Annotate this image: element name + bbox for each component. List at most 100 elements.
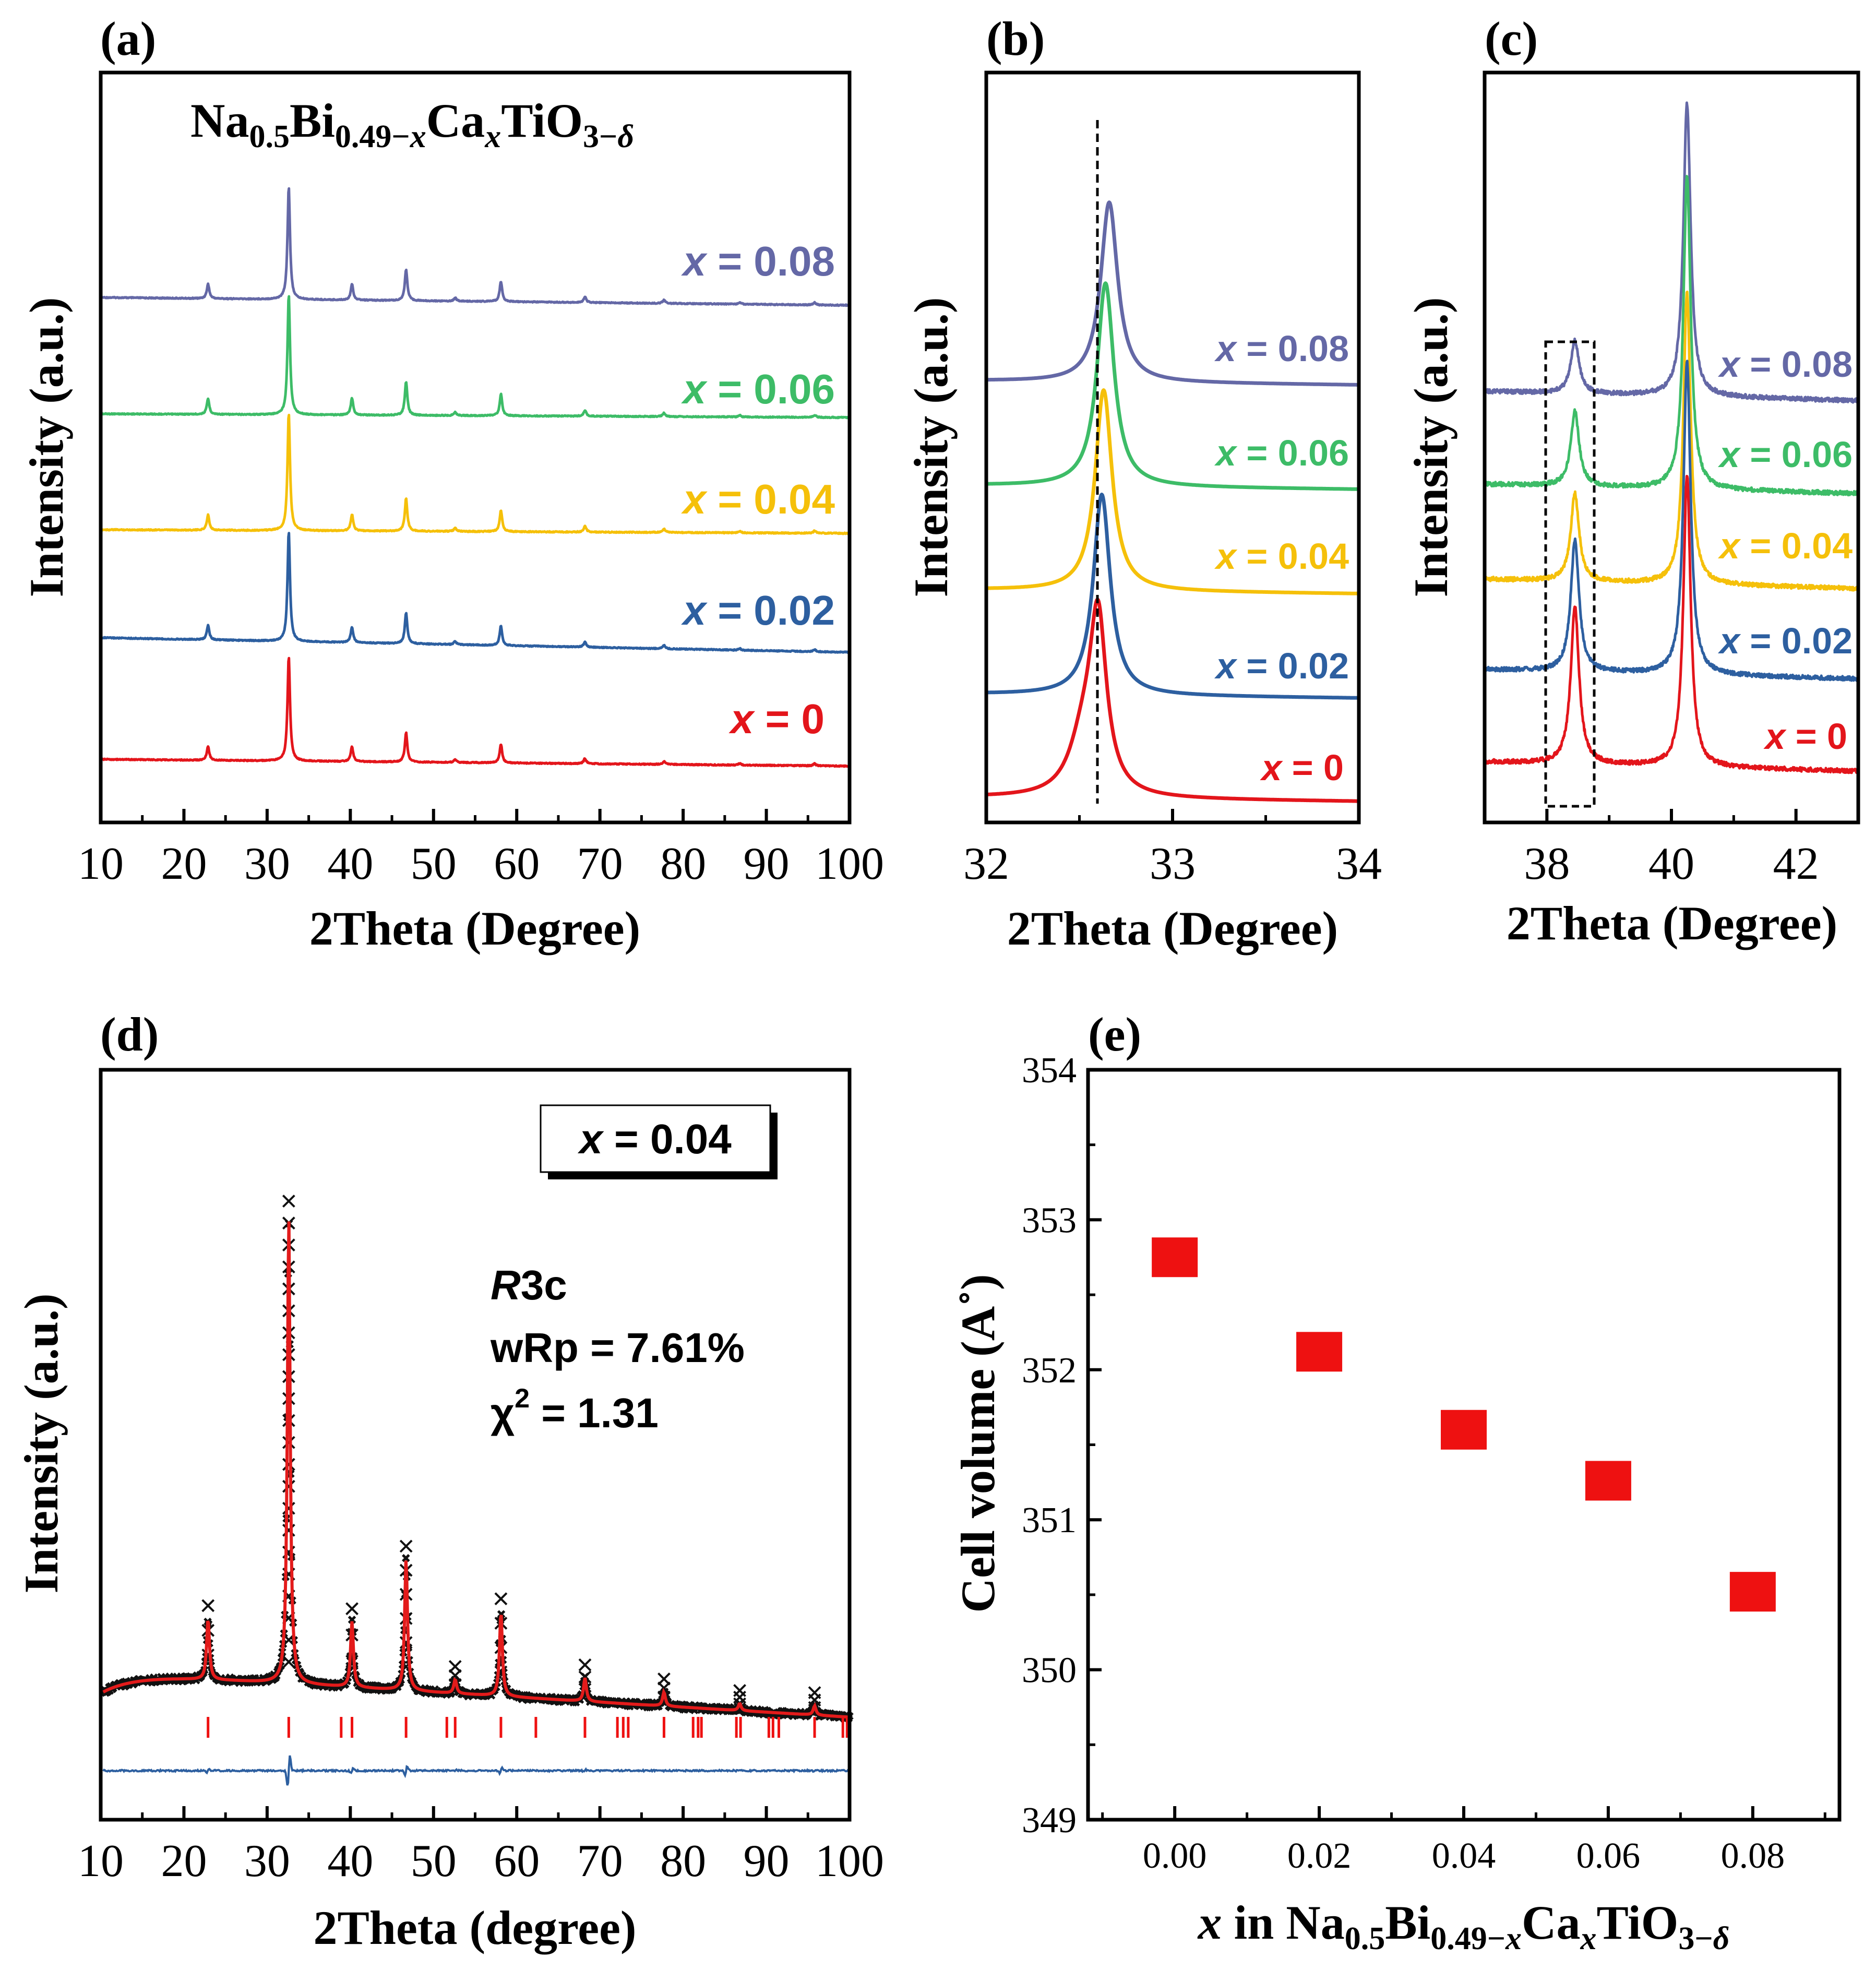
panel-c-ticks: 38 40 42 <box>1483 809 1860 889</box>
panel-c-label: (c) <box>1485 12 1538 65</box>
panel-d-curves <box>99 1195 854 1786</box>
wrp-label: wRp = 7.61% <box>490 1324 745 1371</box>
label-b-x008: x = 0.08 <box>1214 328 1349 369</box>
panel-a-xtick-label: 60 <box>494 839 540 889</box>
panel-d-annotations: R3c wRp = 7.61% χ2 = 1.31 <box>490 1262 745 1436</box>
label-a-x004: x = 0.04 <box>681 476 835 522</box>
panel-b-xtick-label: 33 <box>1150 839 1196 889</box>
label-c-x002: x = 0.02 <box>1717 620 1853 661</box>
panel-c-curves <box>1483 101 1860 774</box>
label-b-x006: x = 0.06 <box>1214 433 1349 473</box>
panel-a-curves <box>99 187 851 768</box>
panel-c-curve-x0 <box>1483 474 1860 774</box>
panel-c-legend: x = 0.08 x = 0.06 x = 0.04 x = 0.02 x = … <box>1717 344 1853 757</box>
panel-e-xtick-label: 0.04 <box>1432 1836 1496 1876</box>
panel-a-xtick-label: 80 <box>660 839 706 889</box>
panel-e-xtick-label: 0.02 <box>1287 1836 1352 1876</box>
panel-a-xtick-label: 50 <box>411 839 457 889</box>
panel-a-xtick-label: 100 <box>815 839 884 889</box>
panel-d-xtick-label: 80 <box>660 1836 706 1887</box>
panel-e: (e) 0.00 0.02 0.04 0.06 0.08 349 350 351 352 353 3… <box>951 1008 1842 1956</box>
label-b-x004: x = 0.04 <box>1214 536 1349 577</box>
cell-volume-point <box>1585 1461 1631 1501</box>
panel-a-xlabel: 2Theta (Degree) <box>309 902 640 955</box>
panel-c: (c) 38 40 42 Intensity (a.u.) 2Theta (Degr… <box>1404 12 1860 950</box>
panel-a-xtick-label: 90 <box>744 839 790 889</box>
panel-d-ylabel: Intensity (a.u.) <box>15 1293 68 1593</box>
panel-e-ticks: 0.00 0.02 0.04 0.06 0.08 349 350 351 352 353 354 <box>1022 1050 1826 1876</box>
label-a-x0: x = 0 <box>728 696 825 742</box>
cell-volume-point <box>1296 1332 1343 1372</box>
panel-a-curve-x008 <box>99 187 851 307</box>
panel-e-frame <box>1086 1068 1842 1822</box>
panel-b-curves <box>985 200 1360 803</box>
panel-a-curve-x002 <box>100 532 851 654</box>
panel-d-xtick-label: 30 <box>244 1836 290 1887</box>
panel-e-label: (e) <box>1088 1008 1141 1061</box>
panel-a-xtick-label: 70 <box>577 839 623 889</box>
panel-e-points <box>1152 1237 1776 1612</box>
panel-b-curve-x0 <box>985 598 1360 803</box>
legend-box <box>540 1104 771 1173</box>
panel-a-curve-x0 <box>100 656 851 768</box>
space-group-label: R3c <box>491 1262 567 1308</box>
panel-e-ytick-label: 351 <box>1022 1500 1077 1541</box>
panel-c-frame <box>1483 70 1860 825</box>
panel-e-ylabel: Cell volume (A˚) <box>951 1274 1005 1613</box>
panel-b-curve-x006 <box>985 281 1360 491</box>
panel-a: (a) Na0.5Bi0.49−xCaxTiO3−δ 10 20 30 40 50 60 7… <box>20 12 884 955</box>
panel-d-difference <box>102 1755 851 1786</box>
panel-c-xlabel: 2Theta (Degree) <box>1507 897 1837 950</box>
panel-c-xtick-label: 38 <box>1524 839 1570 889</box>
panel-b-legend: x = 0.08 x = 0.06 x = 0.04 x = 0.02 x = … <box>1214 328 1349 788</box>
panel-e-ytick-label: 349 <box>1022 1800 1077 1841</box>
panel-b-xtick-label: 34 <box>1336 839 1382 889</box>
panel-a-legend: x = 0.08 x = 0.06 x = 0.04 x = 0.02 x = … <box>681 238 835 742</box>
panel-c-highlight-box <box>1544 340 1596 808</box>
panel-a-xtick-label: 30 <box>244 839 290 889</box>
panel-d-xtick-label: 60 <box>494 1836 540 1887</box>
panel-d-observed <box>99 1219 854 1724</box>
panel-b-ticks: 32 33 34 <box>963 809 1382 889</box>
panel-a-curve-x006 <box>100 295 851 420</box>
panel-a-curve-x004 <box>100 413 851 535</box>
panel-c-xtick-label: 40 <box>1648 839 1694 889</box>
panel-b-xtick-label: 32 <box>963 839 1009 889</box>
label-a-x008: x = 0.08 <box>681 238 835 284</box>
panel-b-frame <box>984 70 1361 825</box>
panel-d-xtick-label: 40 <box>327 1836 373 1887</box>
panel-a-title: Na0.5Bi0.49−xCaxTiO3−δ <box>190 94 634 154</box>
panel-b-curve-x004 <box>985 388 1360 595</box>
panel-e-ytick-label: 350 <box>1022 1651 1077 1691</box>
label-c-x008: x = 0.08 <box>1717 344 1853 385</box>
panel-d-xlabel: 2Theta (degree) <box>313 1901 636 1954</box>
panel-d-frame <box>99 1068 852 1822</box>
label-b-x002: x = 0.02 <box>1214 646 1349 686</box>
panel-d-xtick-label: 70 <box>577 1836 623 1887</box>
panel-a-xtick-label: 40 <box>327 839 373 889</box>
panel-a-xtick-label: 20 <box>161 839 207 889</box>
panel-e-xtick-label: 0.08 <box>1721 1836 1785 1876</box>
label-a-x006: x = 0.06 <box>681 366 835 412</box>
panel-d-xtick-label: 10 <box>78 1836 124 1887</box>
panel-d-xtick-label: 90 <box>744 1836 790 1887</box>
label-c-x004: x = 0.04 <box>1717 526 1853 566</box>
panel-e-ytick-label: 354 <box>1022 1050 1077 1091</box>
panel-d-calculated <box>102 1221 850 1719</box>
panel-c-curve-x004 <box>1483 290 1859 592</box>
label-c-x006: x = 0.06 <box>1717 434 1853 475</box>
panel-a-xtick-label: 10 <box>78 839 124 889</box>
cell-volume-point <box>1152 1237 1198 1277</box>
panel-e-ytick-label: 353 <box>1022 1200 1077 1240</box>
panel-d-label: (d) <box>100 1008 159 1061</box>
panel-e-ytick-label: 352 <box>1022 1351 1077 1391</box>
panel-d-xtick-label: 50 <box>411 1836 457 1887</box>
panel-c-xtick-label: 42 <box>1773 839 1819 889</box>
panel-a-frame <box>99 70 852 825</box>
cell-volume-point <box>1441 1410 1487 1450</box>
panel-b-xlabel: 2Theta (Degree) <box>1007 902 1338 955</box>
panel-a-ylabel: Intensity (a.u.) <box>20 297 73 597</box>
panel-c-ylabel: Intensity (a.u.) <box>1404 297 1457 597</box>
panel-e-xtick-label: 0.06 <box>1576 1836 1641 1876</box>
